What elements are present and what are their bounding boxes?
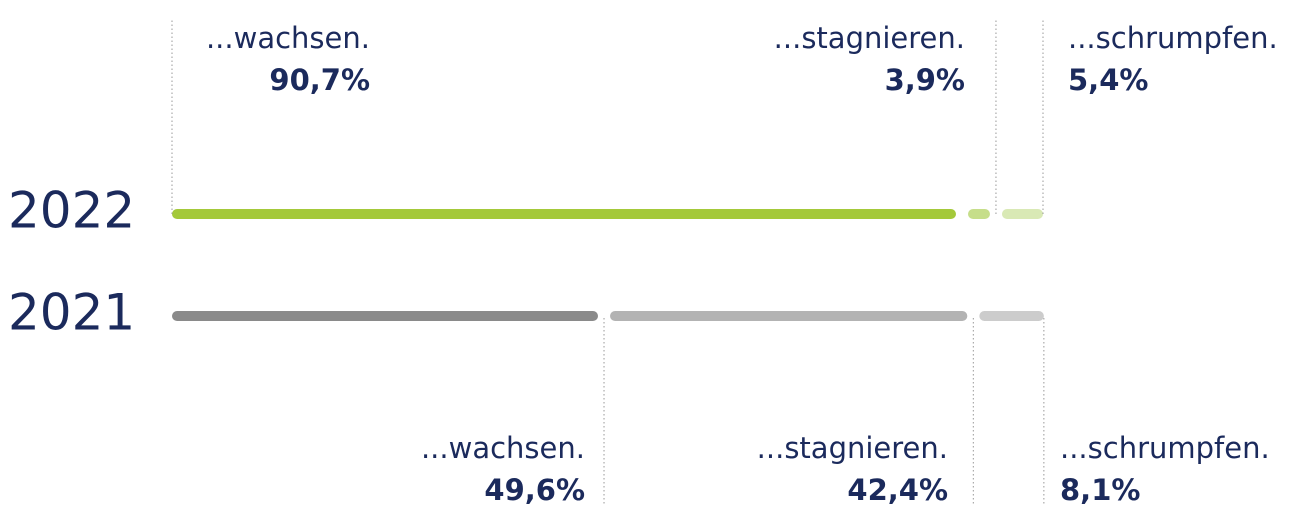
segment-name: ...wachsen.	[421, 431, 585, 465]
value-label: 49,6%	[484, 473, 585, 507]
segment-name: ...stagnieren.	[774, 21, 965, 55]
segment-name: ...stagnieren.	[757, 431, 948, 465]
segment-name: ...schrumpfen.	[1060, 431, 1270, 465]
value-label: 5,4%	[1068, 63, 1148, 97]
year-label: 2022	[8, 182, 135, 240]
value-label: 90,7%	[269, 63, 370, 97]
segment-name: ...wachsen.	[206, 21, 370, 55]
value-label: 42,4%	[847, 473, 948, 507]
year-label: 2021	[8, 284, 135, 342]
value-label: 8,1%	[1060, 473, 1140, 507]
value-label: 3,9%	[885, 63, 965, 97]
segment-name: ...schrumpfen.	[1068, 21, 1278, 55]
